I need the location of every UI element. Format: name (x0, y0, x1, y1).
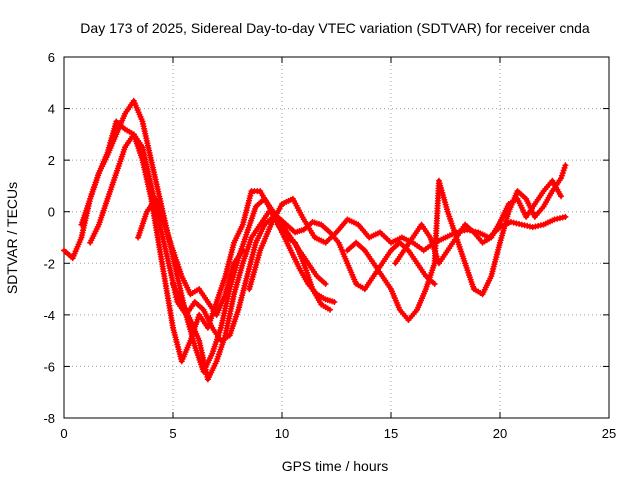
data-points (61, 97, 569, 383)
x-tick-label: 5 (169, 426, 176, 441)
y-tick-label: -6 (43, 359, 55, 374)
data-point (562, 213, 569, 220)
y-tick-label: -8 (43, 411, 55, 426)
x-tick-label: 10 (275, 426, 289, 441)
y-tick-label: 2 (48, 153, 55, 168)
axis-ticks: 0 5 10 15 20 25 -8 -6 -4 -2 0 2 4 6 (43, 50, 616, 441)
y-axis-label: SDTVAR / TECUs (4, 182, 20, 294)
data-point (239, 247, 246, 254)
x-axis-label: GPS time / hours (282, 458, 389, 474)
series-track-7 (393, 178, 564, 266)
plot-frame (63, 56, 610, 419)
y-tick-label: -2 (43, 256, 55, 271)
x-tick-label: 0 (60, 426, 67, 441)
data-point (558, 193, 565, 200)
x-tick-label: 15 (384, 426, 398, 441)
y-tick-label: 4 (48, 102, 55, 117)
chart-title: Day 173 of 2025, Sidereal Day-to-day VTE… (80, 20, 590, 36)
y-tick-label: 0 (48, 205, 55, 220)
data-point (326, 306, 333, 313)
y-tick-label: 6 (48, 50, 55, 65)
data-point (331, 298, 338, 305)
x-tick-label: 20 (493, 426, 507, 441)
y-tick-label: -4 (43, 308, 55, 323)
series-track-2 (79, 98, 337, 374)
data-point (322, 280, 329, 287)
x-tick-label: 25 (602, 426, 616, 441)
grid (64, 57, 609, 418)
data-point (562, 162, 569, 169)
data-point (431, 280, 438, 287)
